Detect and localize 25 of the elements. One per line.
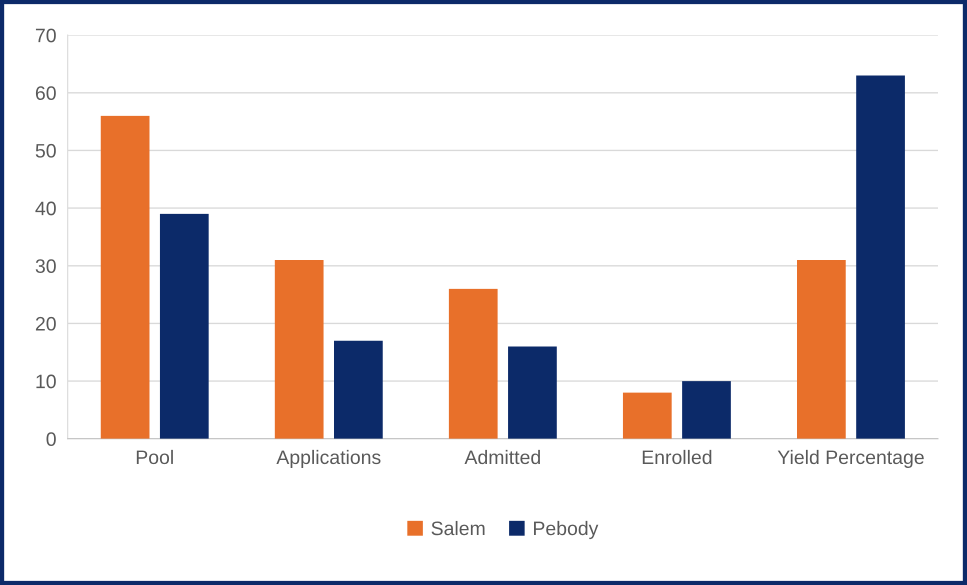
- bar: [682, 381, 731, 439]
- x-tick-label: Enrolled: [642, 450, 712, 464]
- y-tick-label: 70: [36, 28, 56, 42]
- bar: [274, 260, 324, 439]
- x-tick-label: Yield Percentage: [778, 450, 924, 468]
- y-tick-label: 50: [36, 144, 56, 158]
- legend-label: Pebody: [534, 520, 598, 540]
- bar: [160, 214, 209, 439]
- bar: [622, 392, 672, 439]
- bar: [797, 260, 846, 439]
- x-tick-label: Pool: [136, 450, 173, 464]
- x-tick-label: Applications: [276, 450, 381, 468]
- bar: [856, 75, 905, 439]
- y-tick-label: 20: [36, 316, 56, 331]
- y-tick-label: 30: [36, 259, 56, 273]
- bar: [448, 288, 498, 439]
- legend-label: Salem: [432, 520, 484, 536]
- bar: [508, 346, 557, 439]
- y-tick-label: 60: [36, 86, 56, 100]
- y-tick-label: 10: [36, 374, 56, 388]
- x-tick-label: Admitted: [464, 450, 540, 464]
- bar: [100, 116, 150, 439]
- y-tick-label: 0: [46, 432, 56, 446]
- y-tick-label: 40: [35, 202, 56, 216]
- bar: [334, 340, 383, 439]
